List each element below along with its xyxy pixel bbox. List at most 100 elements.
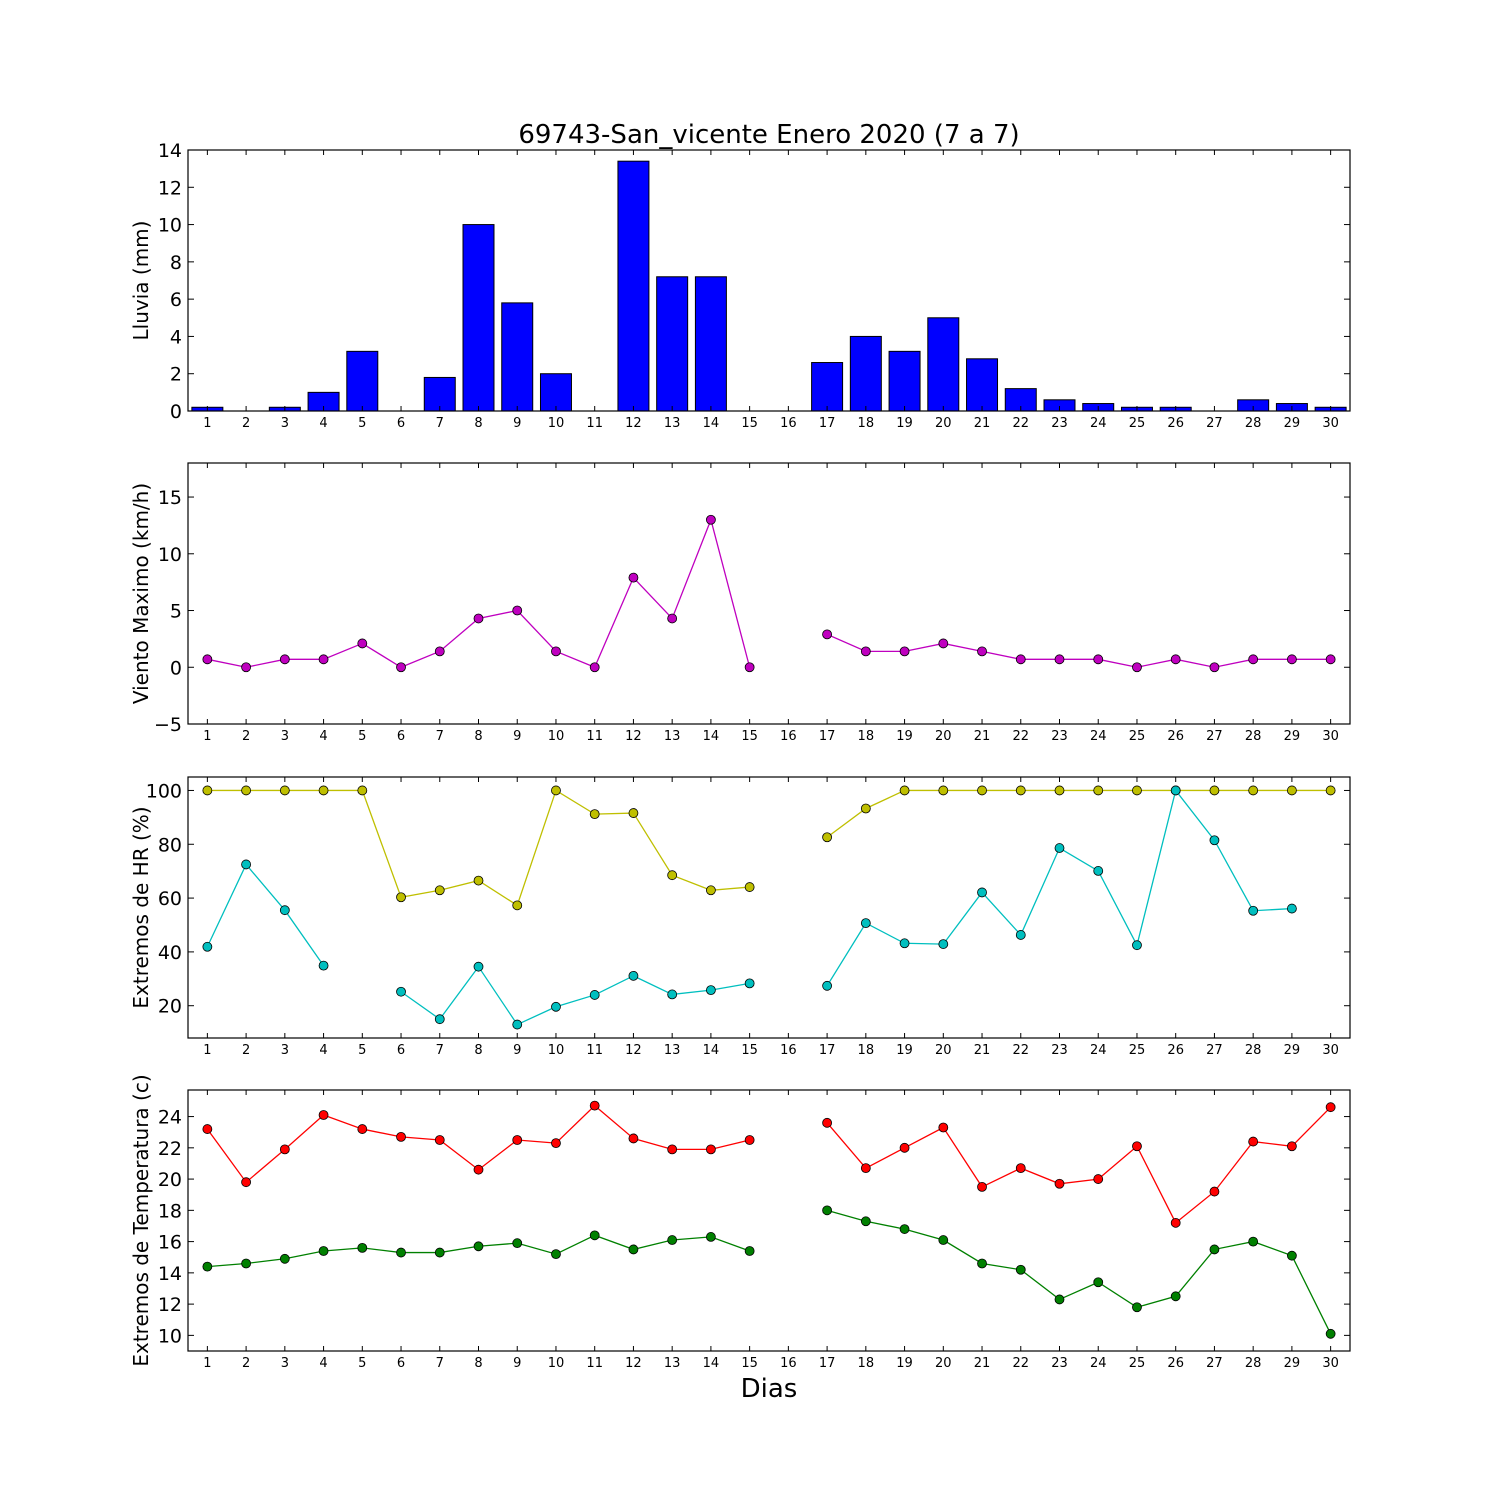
data-point	[1170, 1291, 1181, 1302]
data-point	[1132, 785, 1142, 796]
data-point	[899, 1224, 910, 1234]
data-point	[1325, 654, 1336, 665]
x-tick-label: 12	[625, 1356, 642, 1371]
data-point	[1209, 785, 1220, 796]
data-point	[512, 1019, 523, 1030]
data-point	[1325, 1102, 1336, 1113]
x-tick-label: 26	[1167, 729, 1184, 744]
data-point	[279, 1253, 290, 1264]
data-point	[822, 832, 832, 843]
data-point	[551, 646, 561, 657]
data-point	[241, 859, 252, 870]
data-point	[899, 785, 910, 796]
data-point	[318, 960, 329, 971]
data-point	[1248, 1136, 1259, 1147]
data-point	[977, 646, 987, 657]
x-tick-label: 4	[319, 729, 327, 744]
x-tick-label: 15	[741, 1356, 758, 1371]
x-tick-label: 21	[974, 729, 991, 744]
x-tick-label: 5	[358, 1043, 366, 1058]
x-tick-label: 22	[1012, 729, 1029, 744]
x-tick-label: 8	[474, 1043, 482, 1058]
data-point	[1093, 1277, 1104, 1288]
x-tick-label: 21	[974, 1043, 991, 1058]
data-point	[512, 1135, 523, 1145]
x-tick-label: 24	[1090, 729, 1107, 744]
data-point	[202, 941, 213, 952]
data-point	[396, 986, 406, 997]
x-tick-label: 1	[203, 1356, 211, 1371]
x-tick-label: 8	[474, 416, 482, 431]
data-point	[1015, 1264, 1026, 1275]
y-tick-label: 60	[158, 888, 182, 910]
plot-frame	[187, 1089, 1351, 1352]
x-tick-label: 3	[281, 1356, 289, 1371]
x-tick-label: 11	[586, 416, 603, 431]
data-point	[628, 1244, 639, 1255]
x-tick-label: 5	[358, 1356, 366, 1371]
x-tick-label: 11	[586, 1356, 603, 1371]
data-point	[667, 989, 678, 1000]
y-tick-label: −5	[154, 714, 182, 736]
series-line-2	[206, 863, 325, 966]
data-point	[473, 613, 484, 624]
x-tick-label: 18	[858, 1356, 875, 1371]
data-point	[938, 638, 949, 649]
x-tick-label: 29	[1284, 1043, 1301, 1058]
data-point	[938, 939, 949, 949]
data-point	[473, 1164, 484, 1175]
plot-frame	[187, 462, 1351, 725]
x-tick-label: 16	[780, 1043, 797, 1058]
data-point	[202, 1261, 213, 1272]
chart-title: 69743-San_vicente Enero 2020 (7 a 7)	[518, 120, 1019, 150]
data-point	[860, 1216, 871, 1227]
x-tick-label: 28	[1245, 1043, 1262, 1058]
x-axis-label: Dias	[741, 1374, 798, 1404]
rain-bar	[346, 350, 379, 412]
x-tick-label: 22	[1012, 1356, 1029, 1371]
x-tick-label: 18	[858, 729, 875, 744]
data-point	[938, 785, 949, 796]
data-point	[1054, 785, 1065, 796]
data-point	[1248, 654, 1259, 665]
series-line-1	[207, 517, 751, 669]
x-tick-label: 20	[935, 1356, 952, 1371]
x-tick-label: 2	[242, 1356, 250, 1371]
x-tick-label: 12	[625, 729, 642, 744]
data-point	[551, 1138, 561, 1149]
data-point	[628, 572, 639, 583]
data-point	[1015, 930, 1026, 940]
data-point	[899, 646, 910, 657]
x-tick-label: 7	[436, 729, 444, 744]
plot-frame	[187, 776, 1351, 1039]
data-point	[202, 654, 213, 665]
data-point	[512, 1238, 523, 1249]
data-point	[357, 638, 368, 649]
data-point	[667, 870, 678, 881]
data-point	[357, 785, 368, 796]
data-point	[589, 662, 600, 673]
x-tick-label: 4	[319, 416, 327, 431]
data-point	[1093, 785, 1104, 796]
rain-bar	[617, 160, 650, 412]
data-point	[744, 662, 755, 673]
x-tick-label: 5	[358, 416, 366, 431]
x-tick-label: 14	[703, 416, 720, 431]
data-point	[1248, 905, 1259, 916]
x-tick-label: 13	[664, 416, 681, 431]
y-tick-label: 10	[158, 1325, 182, 1347]
data-point	[279, 654, 290, 665]
data-point	[744, 978, 755, 989]
data-point	[589, 990, 600, 1000]
data-point	[822, 1205, 832, 1216]
x-tick-label: 26	[1167, 416, 1184, 431]
x-tick-label: 8	[474, 1356, 482, 1371]
x-tick-label: 12	[625, 416, 642, 431]
data-point	[822, 629, 832, 640]
data-point	[860, 803, 871, 814]
